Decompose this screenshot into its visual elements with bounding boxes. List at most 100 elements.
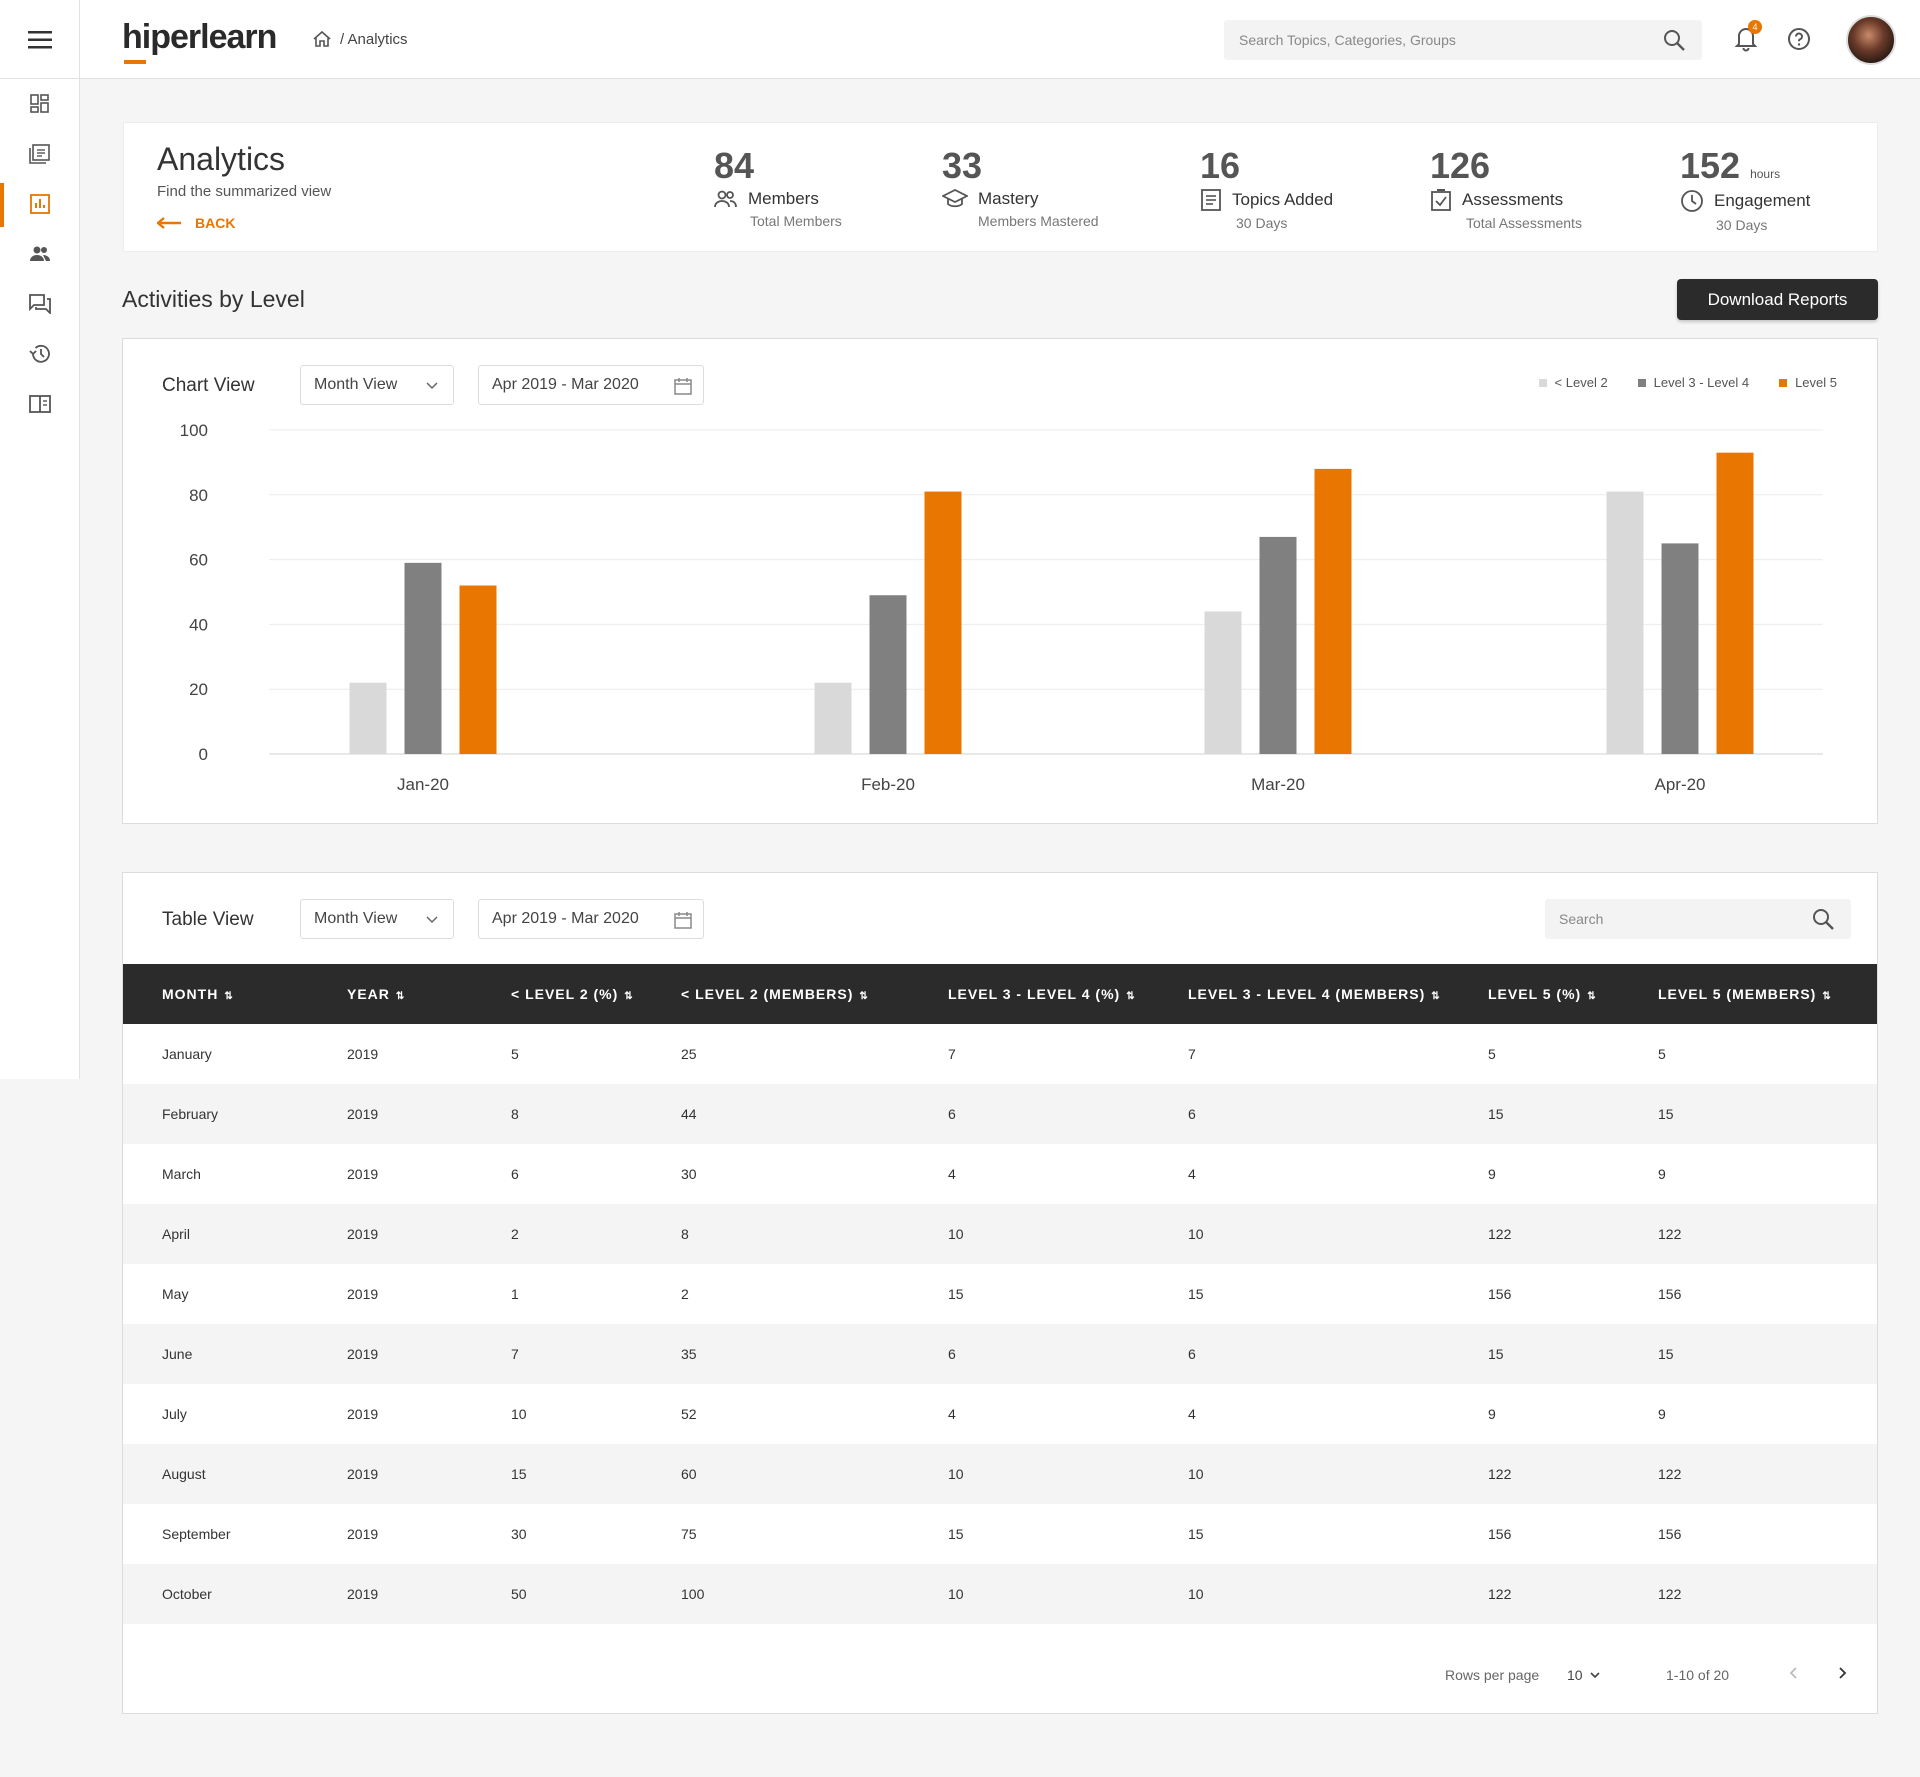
rows-per-page-select[interactable]: 10 xyxy=(1567,1667,1601,1683)
table-search xyxy=(1545,899,1851,939)
table-cell: 10 xyxy=(511,1406,527,1422)
search-icon[interactable] xyxy=(1662,28,1686,52)
stat-members: 84 Members Total Members xyxy=(714,145,842,229)
sort-icon: ⇅ xyxy=(624,991,633,1002)
rows-per-page-label: Rows per page xyxy=(1445,1667,1540,1683)
table-cell: February xyxy=(123,1084,347,1144)
sidebar-item-discussions[interactable] xyxy=(0,279,80,329)
table-cell: 8 xyxy=(681,1204,948,1264)
table-row[interactable]: March 2019 6 30 4 4 9 9 xyxy=(123,1144,1877,1204)
table-row[interactable]: April 2019 2 8 10 10 122 122 xyxy=(123,1204,1877,1264)
back-button[interactable]: BACK xyxy=(157,215,235,231)
y-tick-label: 20 xyxy=(189,680,208,699)
hamburger-menu-button[interactable] xyxy=(0,0,80,79)
table-cell: 15 xyxy=(1488,1324,1658,1384)
legend-item-level2[interactable]: < Level 2 xyxy=(1538,375,1608,390)
table-cell: 60 xyxy=(681,1444,948,1504)
global-search xyxy=(1224,20,1702,60)
table-cell: 10 xyxy=(948,1204,1188,1264)
table-cell: 15 xyxy=(948,1526,964,1542)
column-header-level5-members[interactable]: LEVEL 5 (MEMBERS) ⇅ xyxy=(1658,964,1877,1024)
app-logo[interactable]: hiperlearn xyxy=(122,18,277,64)
table-cell: 10 xyxy=(948,1444,1188,1504)
column-header-month[interactable]: MONTH ⇅ xyxy=(123,964,347,1024)
column-header-year[interactable]: YEAR ⇅ xyxy=(347,964,511,1024)
sort-icon: ⇅ xyxy=(395,991,405,1002)
bar xyxy=(1606,491,1644,754)
table-cell: 7 xyxy=(511,1324,681,1384)
sort-icon: ⇅ xyxy=(1126,991,1135,1002)
table-row[interactable]: February 2019 8 44 6 6 15 15 xyxy=(123,1084,1877,1144)
sidebar-item-library[interactable] xyxy=(0,379,80,429)
table-cell: 122 xyxy=(1658,1444,1877,1504)
table-search-input[interactable] xyxy=(1545,899,1795,939)
table-cell: 122 xyxy=(1658,1564,1877,1624)
sidebar-item-history[interactable] xyxy=(0,329,80,379)
table-cell: 2019 xyxy=(347,1444,511,1504)
column-header-level5-pct[interactable]: LEVEL 5 (%) ⇅ xyxy=(1488,964,1658,1024)
chart-view-select[interactable]: Month View xyxy=(300,365,454,405)
previous-page-button[interactable] xyxy=(1784,1663,1804,1686)
column-header-label: LEVEL 3 - LEVEL 4 (MEMBERS) xyxy=(1188,986,1426,1002)
table-view-select[interactable]: Month View xyxy=(300,899,454,939)
notifications-button[interactable]: 4 xyxy=(1734,20,1762,57)
bar xyxy=(814,682,852,754)
date-range-value: Apr 2019 - Mar 2020 xyxy=(492,376,639,393)
members-icon xyxy=(714,190,737,208)
legend-item-level34[interactable]: Level 3 - Level 4 xyxy=(1637,375,1749,390)
sidebar-item-members[interactable] xyxy=(0,229,80,279)
table-row[interactable]: May 2019 1 2 15 15 156 156 xyxy=(123,1264,1877,1324)
chevron-down-icon xyxy=(426,382,438,390)
table-row[interactable]: September 2019 30 75 15 15 156 156 xyxy=(123,1504,1877,1564)
table-row[interactable]: January 2019 5 25 7 7 5 5 xyxy=(123,1024,1877,1084)
legend-item-level5[interactable]: Level 5 xyxy=(1779,375,1837,390)
user-avatar[interactable] xyxy=(1846,15,1896,65)
analytics-icon xyxy=(30,194,50,214)
table-cell: 9 xyxy=(1658,1406,1666,1422)
sidebar-item-dashboard[interactable] xyxy=(0,79,80,129)
column-header-level34-pct[interactable]: LEVEL 3 - LEVEL 4 (%) ⇅ xyxy=(948,964,1188,1024)
chart-legend: < Level 2 Level 3 - Level 4 Level 5 xyxy=(1538,375,1837,390)
sort-icon: ⇅ xyxy=(224,991,233,1002)
table-cell: January xyxy=(162,1046,212,1062)
table-cell: May xyxy=(162,1286,189,1302)
table-row[interactable]: August 2019 15 60 10 10 122 122 xyxy=(123,1444,1877,1504)
back-label: BACK xyxy=(195,215,236,231)
table-row[interactable]: June 2019 7 35 6 6 15 15 xyxy=(123,1324,1877,1384)
stat-value: 33 xyxy=(942,145,983,186)
bar xyxy=(1661,543,1699,754)
legend-label: < Level 2 xyxy=(1554,375,1608,390)
table-cell: 156 xyxy=(1488,1286,1512,1302)
chart-date-range-picker[interactable]: Apr 2019 - Mar 2020 xyxy=(478,365,704,405)
help-icon xyxy=(1788,28,1810,50)
sidebar-item-analytics[interactable] xyxy=(0,179,80,229)
table-cell: 156 xyxy=(1658,1286,1682,1302)
calendar-icon xyxy=(674,912,692,929)
chart-view-title: Chart View xyxy=(162,375,255,396)
history-icon xyxy=(29,344,50,363)
table-row[interactable]: July 2019 10 52 4 4 9 9 xyxy=(123,1384,1877,1444)
global-search-input[interactable] xyxy=(1224,20,1644,60)
table-row[interactable]: October 2019 50 100 10 10 122 122 xyxy=(123,1564,1877,1624)
column-header-level2-pct[interactable]: < LEVEL 2 (%) ⇅ xyxy=(511,964,681,1024)
next-page-button[interactable] xyxy=(1832,1663,1852,1686)
table-date-range-picker[interactable]: Apr 2019 - Mar 2020 xyxy=(478,899,704,939)
hamburger-icon xyxy=(27,30,52,48)
table-cell: 25 xyxy=(681,1046,697,1062)
table-cell: 4 xyxy=(948,1166,956,1182)
table-cell: 6 xyxy=(511,1166,519,1182)
sidebar-item-courses[interactable] xyxy=(0,129,80,179)
column-header-level2-members[interactable]: < LEVEL 2 (MEMBERS) ⇅ xyxy=(681,964,948,1024)
table-cell: 1 xyxy=(511,1286,519,1302)
column-header-level34-members[interactable]: LEVEL 3 - LEVEL 4 (MEMBERS) ⇅ xyxy=(1188,964,1488,1024)
download-reports-button[interactable]: Download Reports xyxy=(1677,279,1878,320)
pagination: Rows per page 10 1-10 of 20 xyxy=(123,1655,1877,1695)
help-button[interactable] xyxy=(1786,26,1812,57)
stat-mastery: 33 Mastery Members Mastered xyxy=(942,145,1099,229)
stat-assessments: 126 Assessments Total Assessments xyxy=(1430,145,1582,231)
table-cell: 5 xyxy=(511,1046,519,1062)
column-header-label: LEVEL 5 (MEMBERS) xyxy=(1658,986,1817,1002)
home-icon[interactable] xyxy=(312,30,332,48)
calendar-icon xyxy=(674,378,692,395)
search-icon[interactable] xyxy=(1811,907,1835,931)
